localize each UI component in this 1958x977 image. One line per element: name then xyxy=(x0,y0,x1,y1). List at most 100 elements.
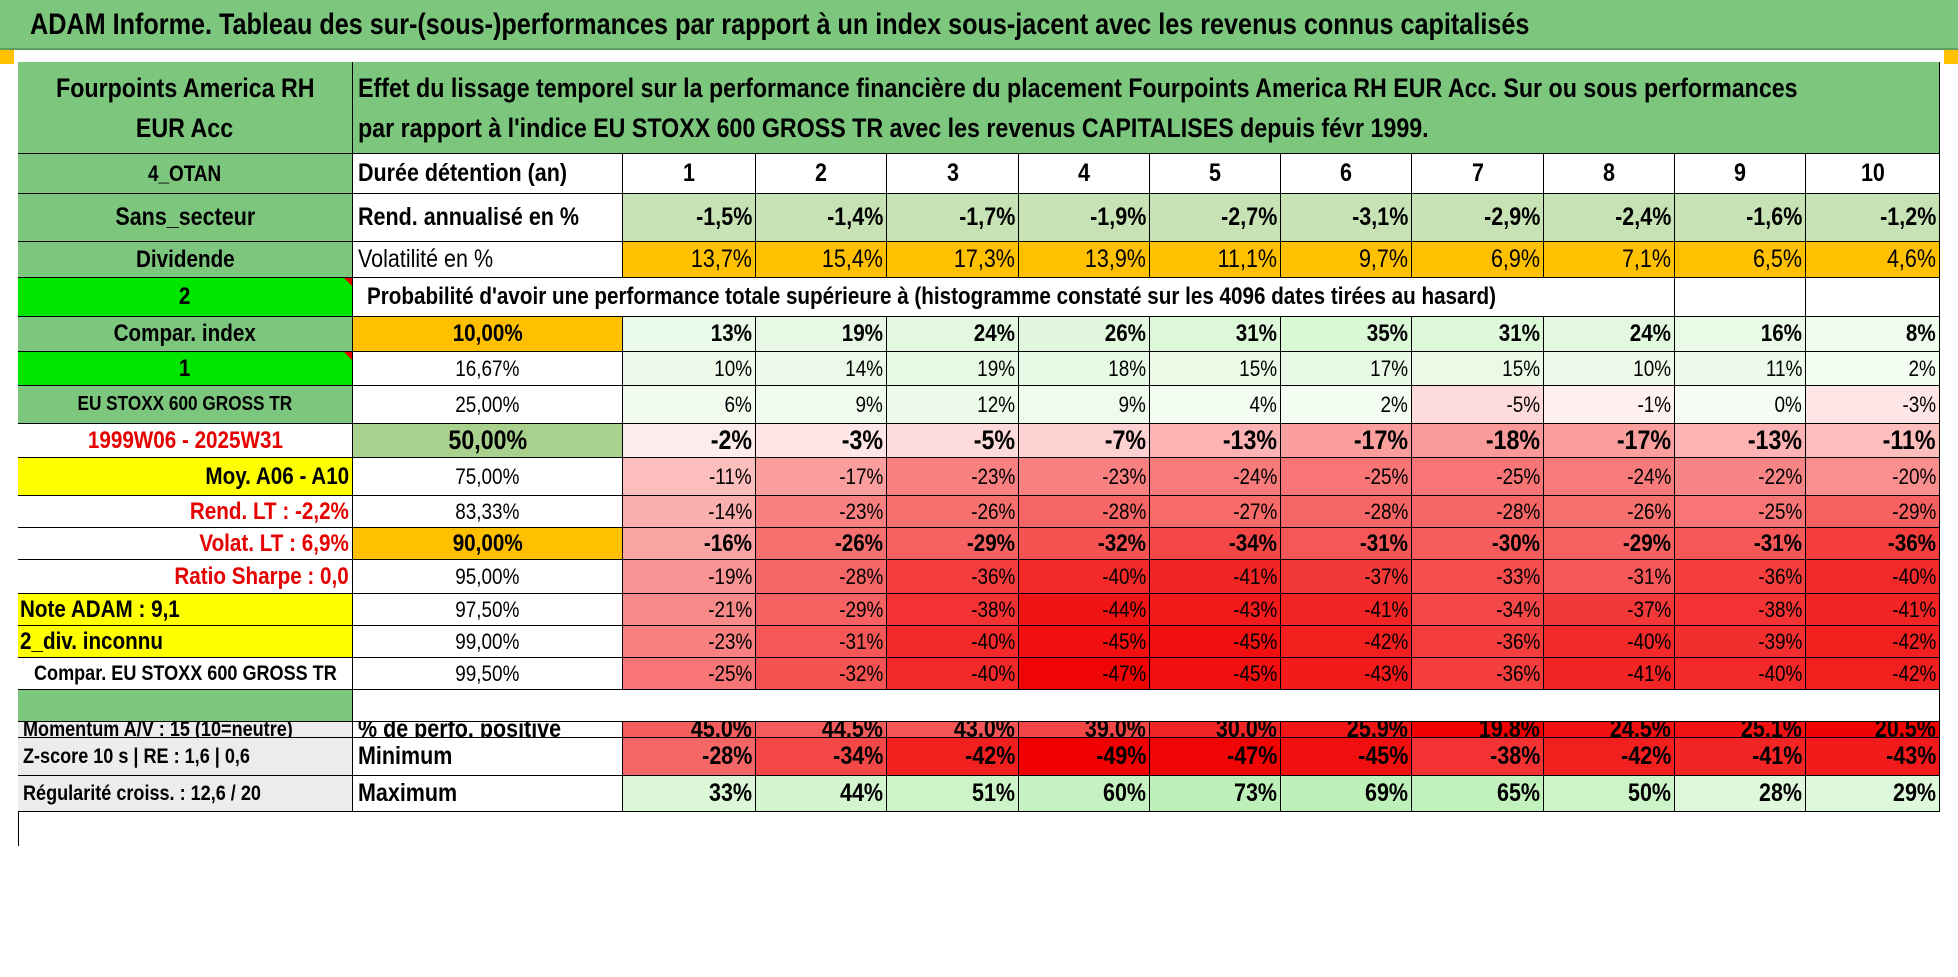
probability-value-text: -31% xyxy=(1753,529,1802,557)
probability-value: -40% xyxy=(1544,626,1675,658)
probability-value-text: -24% xyxy=(1626,463,1671,489)
probability-value-text: 31% xyxy=(1235,320,1277,347)
probability-value: -37% xyxy=(1544,594,1675,626)
probability-value-text: -42% xyxy=(1891,660,1936,686)
title-bar: ADAM Informe. Tableau des sur-(sous-)per… xyxy=(0,0,1958,50)
rend-value-text: -1,9% xyxy=(1089,203,1146,231)
probability-value-text: -40% xyxy=(970,660,1015,686)
probability-value: -25% xyxy=(1675,496,1806,528)
probability-value: 2% xyxy=(1281,386,1412,424)
probability-value-text: -29% xyxy=(1891,498,1936,524)
probability-value: 19% xyxy=(887,352,1019,386)
probability-value-text: 10% xyxy=(1633,355,1671,381)
min-value: -41% xyxy=(1675,738,1806,776)
pos-value-text: 45,0% xyxy=(691,722,752,738)
probability-value: -23% xyxy=(1019,458,1150,496)
rend-value-text: -2,9% xyxy=(1483,203,1540,231)
probability-value: -27% xyxy=(1150,496,1281,528)
pos-value-text: 30,0% xyxy=(1216,722,1277,738)
min-value-text: -45% xyxy=(1357,742,1408,770)
probability-value-text: -44% xyxy=(1101,596,1146,622)
max-label: Maximum xyxy=(353,776,623,812)
separator-right xyxy=(353,690,1940,722)
probability-value: -31% xyxy=(756,626,887,658)
left-panel-momentum: Momentum A/V : 15 (10=neutre) xyxy=(18,722,353,738)
probability-value: 18% xyxy=(1019,352,1150,386)
probability-value: -30% xyxy=(1412,528,1544,560)
pos-label-text: % de perfo. positive xyxy=(358,722,562,738)
probability-value-text: -40% xyxy=(1891,563,1936,589)
probability-value-text: -26% xyxy=(834,529,883,557)
probability-value-text: 19% xyxy=(841,320,883,347)
rend-value-text: -2,7% xyxy=(1220,203,1277,231)
probability-value: -7% xyxy=(1019,424,1150,458)
probability-value: -31% xyxy=(1675,528,1806,560)
probability-value: -24% xyxy=(1150,458,1281,496)
probability-value: -39% xyxy=(1675,626,1806,658)
probability-value-text: -36% xyxy=(970,563,1015,589)
left-panel-compar-index: Compar. index xyxy=(18,317,353,352)
max-value: 60% xyxy=(1019,776,1150,812)
fund-name-line: EUR Acc xyxy=(136,112,234,143)
left-panel-value-1: 1 xyxy=(18,352,353,386)
year-header: 10 xyxy=(1806,154,1940,194)
year-header-text: 4 xyxy=(1078,159,1090,187)
probability-value: -2% xyxy=(623,424,756,458)
min-value: -28% xyxy=(623,738,756,776)
threshold-cell: 75,00% xyxy=(353,458,623,496)
max-value-text: 33% xyxy=(708,779,752,807)
rend-value: -2,4% xyxy=(1544,194,1675,242)
max-value-text: 28% xyxy=(1758,779,1802,807)
vol-value-text: 6,5% xyxy=(1752,245,1802,273)
probability-value-text: -26% xyxy=(970,498,1015,524)
max-value: 51% xyxy=(887,776,1019,812)
left-panel-volat-lt: Volat. LT : 6,9% xyxy=(18,528,353,560)
holding-label-text: Durée détention (an) xyxy=(358,159,568,187)
min-value: -42% xyxy=(887,738,1019,776)
probability-value: -16% xyxy=(623,528,756,560)
probability-label-text: Probabilité d'avoir une performance tota… xyxy=(367,283,1497,310)
max-value-text: 73% xyxy=(1233,779,1277,807)
probability-value: -47% xyxy=(1019,658,1150,690)
probability-value-text: -31% xyxy=(1626,563,1671,589)
min-value-text: -34% xyxy=(832,742,883,770)
probability-value-text: -36% xyxy=(1495,628,1540,654)
comment-marker xyxy=(344,352,352,360)
vol-value: 7,1% xyxy=(1544,242,1675,278)
probability-value-text: -42% xyxy=(1891,628,1936,654)
left-panel-note: Note ADAM : 9,1 xyxy=(18,594,353,626)
threshold-cell: 10,00% xyxy=(353,317,623,352)
probability-value: -28% xyxy=(1281,496,1412,528)
probability-value: 9% xyxy=(756,386,887,424)
probability-value-text: 6% xyxy=(724,391,752,417)
probability-value-text: -32% xyxy=(838,660,883,686)
probability-value: -34% xyxy=(1150,528,1281,560)
probability-value-text: -5% xyxy=(1506,391,1540,417)
left-panel-rend-lt: Rend. LT : -2,2% xyxy=(18,496,353,528)
probability-value: -28% xyxy=(1019,496,1150,528)
probability-value: 14% xyxy=(756,352,887,386)
probability-value: -29% xyxy=(887,528,1019,560)
pos-value-text: 24,5% xyxy=(1610,722,1671,738)
empty-cell xyxy=(1806,278,1940,317)
probability-value: -11% xyxy=(1806,424,1940,458)
probability-value: -33% xyxy=(1412,560,1544,594)
min-value-text: -38% xyxy=(1489,742,1540,770)
probability-value: -29% xyxy=(1544,528,1675,560)
left-panel-div-unknown-text: 2_div. inconnu xyxy=(20,627,163,655)
vol-value-text: 13,9% xyxy=(1085,245,1146,273)
probability-value: 24% xyxy=(887,317,1019,352)
description-cell: Effet du lissage temporel sur la perform… xyxy=(353,62,1940,154)
probability-value: -17% xyxy=(1281,424,1412,458)
rend-value: -1,7% xyxy=(887,194,1019,242)
probability-value-text: -38% xyxy=(1757,596,1802,622)
rend-value: -1,2% xyxy=(1806,194,1940,242)
probability-value: -42% xyxy=(1806,658,1940,690)
left-panel-note-text: Note ADAM : 9,1 xyxy=(20,595,180,623)
corner-marker-right xyxy=(1944,50,1958,64)
probability-value-text: -41% xyxy=(1363,596,1408,622)
description-line: par rapport à l'indice EU STOXX 600 GROS… xyxy=(358,112,1429,143)
threshold-cell: 83,33% xyxy=(353,496,623,528)
vol-value: 4,6% xyxy=(1806,242,1940,278)
probability-value: -41% xyxy=(1544,658,1675,690)
